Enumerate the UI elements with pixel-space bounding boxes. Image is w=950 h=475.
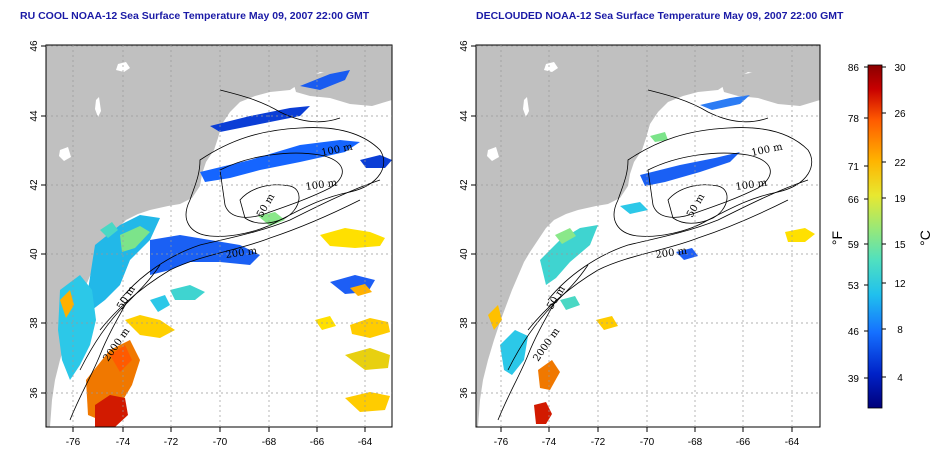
contour-label: 100 m	[735, 178, 768, 193]
celsius-tick-label: 19	[894, 194, 906, 205]
fahrenheit-tick-label: 46	[848, 327, 860, 338]
lon-tick-label: -74	[542, 437, 557, 448]
lat-tick-label: 40	[459, 248, 470, 260]
land-mass	[476, 45, 820, 427]
temperature-colorbar: 86 78 71 66 59 53 46 39 30 26 22 19 15 12 8 4 °F °C	[829, 63, 933, 409]
right-map-title: DECLOUDED NOAA-12 Sea Surface Temperatur…	[476, 10, 844, 22]
lon-tick-label: -64	[785, 437, 800, 448]
lat-tick-label: 36	[459, 387, 470, 399]
fahrenheit-tick-label: 71	[848, 162, 860, 173]
contour-label: 200 m	[225, 246, 258, 261]
sst-pixels	[58, 70, 392, 427]
fahrenheit-tick-label: 59	[848, 240, 860, 251]
land-mass	[46, 45, 392, 427]
map-frame	[475, 44, 821, 428]
celsius-tick-label: 15	[894, 240, 906, 251]
lon-tick-label: -74	[116, 437, 131, 448]
lat-tick-label: 42	[459, 179, 470, 191]
colorbar-gradient	[867, 64, 883, 409]
left-sst-map	[45, 44, 393, 428]
lon-tick-label: -70	[640, 437, 655, 448]
lon-tick-label: -64	[358, 437, 373, 448]
lat-tick-label: 44	[459, 110, 470, 122]
lon-tick-label: -68	[688, 437, 703, 448]
lon-tick-label: -76	[66, 437, 81, 448]
celsius-tick-label: 30	[894, 63, 906, 74]
celsius-unit-label: °C	[917, 230, 933, 246]
fahrenheit-tick-label: 86	[848, 63, 860, 74]
celsius-tick-label: 12	[894, 279, 906, 290]
lon-tick-label: -72	[591, 437, 606, 448]
lon-tick-label: -72	[164, 437, 179, 448]
left-map-title: RU COOL NOAA-12 Sea Surface Temperature …	[20, 10, 370, 22]
map-frame	[45, 44, 393, 428]
celsius-tick-label: 26	[894, 109, 906, 120]
lat-tick-label: 38	[29, 317, 40, 329]
lat-tick-label: 42	[29, 179, 40, 191]
lat-tick-label: 40	[29, 248, 40, 260]
fahrenheit-tick-label: 53	[848, 281, 860, 292]
celsius-tick-label: 22	[894, 158, 906, 169]
lake	[523, 97, 529, 117]
fahrenheit-tick-label: 39	[848, 374, 860, 385]
lake	[59, 147, 71, 161]
fahrenheit-unit-label: °F	[829, 231, 845, 245]
nova-scotia-land	[720, 56, 820, 106]
lake	[544, 62, 558, 72]
lon-tick-label: -66	[736, 437, 751, 448]
lake	[487, 147, 499, 161]
contour-label: 100 m	[305, 178, 338, 193]
lon-tick-label: -66	[310, 437, 325, 448]
lat-tick-label: 44	[29, 110, 40, 122]
fahrenheit-tick-label: 66	[848, 195, 860, 206]
bathymetry-contours	[497, 89, 813, 421]
contour-label: 200 m	[655, 246, 688, 261]
lat-tick-label: 46	[29, 40, 40, 52]
lat-tick-label: 38	[459, 317, 470, 329]
bathymetry-contours	[69, 89, 385, 421]
lat-tick-label: 36	[29, 387, 40, 399]
right-sst-map	[475, 44, 821, 428]
lon-tick-label: -70	[213, 437, 228, 448]
lat-tick-label: 46	[459, 40, 470, 52]
celsius-tick-label: 4	[897, 373, 903, 384]
lon-tick-label: -76	[494, 437, 509, 448]
fahrenheit-tick-label: 78	[848, 114, 860, 125]
lon-tick-label: -68	[262, 437, 277, 448]
lake	[95, 97, 101, 117]
celsius-tick-label: 8	[897, 325, 903, 336]
